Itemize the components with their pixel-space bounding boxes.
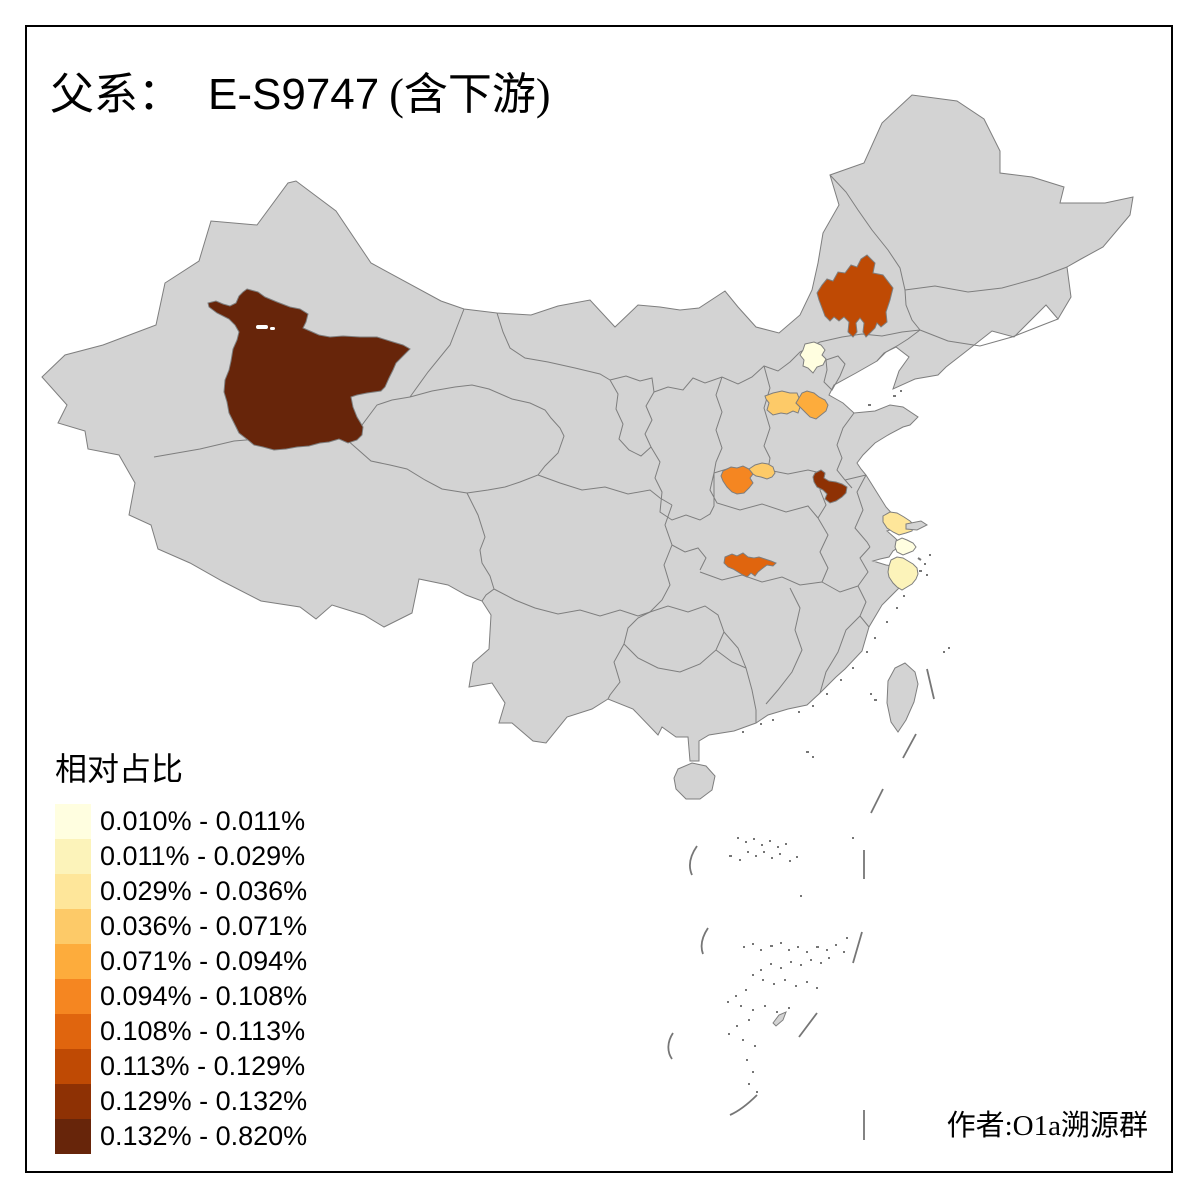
- south-sea-island-specks: [727, 751, 848, 1093]
- map-region-north-central-right: [795, 390, 829, 420]
- legend-row: 0.113% - 0.129%: [55, 1049, 307, 1084]
- map-region-north-orange: [816, 254, 894, 338]
- legend-label-6: 0.094% - 0.108%: [100, 981, 308, 1011]
- map-region-east-coast-middle: [894, 537, 917, 556]
- coastal-island-specks: [742, 390, 950, 839]
- legend-row: 0.071% - 0.094%: [55, 944, 307, 979]
- colored-regions: [207, 254, 919, 591]
- author-attribution: 作者:O1a溯源群: [946, 1110, 1148, 1142]
- lake-notch-small: [270, 327, 275, 330]
- yangtze-mouth-island: [905, 520, 928, 531]
- legend-row: 0.129% - 0.132%: [55, 1084, 307, 1119]
- title-prefix: 父系：: [50, 70, 182, 119]
- taiwan-island: [886, 662, 919, 733]
- legend-label-8: 0.113% - 0.129%: [100, 1051, 306, 1081]
- legend-row: 0.029% - 0.036%: [55, 874, 307, 909]
- map-region-central-right: [748, 462, 776, 480]
- legend-label-3: 0.029% - 0.036%: [100, 876, 308, 906]
- legend-swatch-6: [55, 979, 91, 1014]
- maritime-boundary-dashes: [667, 668, 935, 1140]
- map-legend: 相对占比 0.010% - 0.011% 0.011% - 0.029% 0.0…: [55, 744, 307, 1154]
- legend-row: 0.036% - 0.071%: [55, 909, 307, 944]
- legend-label-9: 0.129% - 0.132%: [100, 1086, 308, 1116]
- map-region-north-pale: [799, 341, 827, 374]
- legend-swatch-4: [55, 909, 91, 944]
- legend-label-4: 0.036% - 0.071%: [100, 911, 308, 941]
- map-region-central-left: [720, 465, 754, 495]
- legend-swatch-1: [55, 804, 91, 839]
- legend-label-7: 0.108% - 0.113%: [100, 1016, 306, 1046]
- province-borders: [153, 174, 1068, 723]
- legend-label-5: 0.071% - 0.094%: [100, 946, 308, 976]
- legend-items: 0.010% - 0.011% 0.011% - 0.029% 0.029% -…: [55, 804, 307, 1154]
- china-mainland: [41, 94, 1134, 762]
- legend-title: 相对占比: [55, 751, 184, 787]
- legend-swatch-8: [55, 1049, 91, 1084]
- legend-swatch-3: [55, 874, 91, 909]
- map-region-central-south: [723, 552, 777, 578]
- title-suffix: (含下游): [389, 70, 551, 119]
- legend-swatch-7: [55, 1014, 91, 1049]
- islands: [673, 520, 928, 1027]
- legend-label-1: 0.010% - 0.011%: [100, 806, 306, 836]
- legend-swatch-10: [55, 1119, 91, 1154]
- map-region-north-central-left: [764, 390, 801, 416]
- map-region-west-large: [207, 288, 411, 451]
- legend-row: 0.011% - 0.029%: [55, 839, 307, 874]
- legend-swatch-5: [55, 944, 91, 979]
- legend-label-2: 0.011% - 0.029%: [100, 841, 306, 871]
- legend-swatch-2: [55, 839, 91, 874]
- legend-label-10: 0.132% - 0.820%: [100, 1121, 308, 1151]
- page-title: 父系： E-S9747 (含下游): [50, 58, 551, 122]
- legend-row: 0.132% - 0.820%: [55, 1119, 307, 1154]
- map-region-east-coast-lower: [887, 556, 919, 591]
- legend-swatch-9: [55, 1084, 91, 1119]
- legend-row: 0.010% - 0.011%: [55, 804, 307, 839]
- south-sea-islet: [772, 1011, 787, 1027]
- legend-row: 0.108% - 0.113%: [55, 1014, 307, 1049]
- legend-row: 0.094% - 0.108%: [55, 979, 307, 1014]
- title-haplogroup-code: E-S9747: [208, 70, 380, 119]
- hainan-island: [673, 762, 716, 800]
- lake-notch: [256, 325, 268, 329]
- map-region-central-east: [812, 469, 848, 504]
